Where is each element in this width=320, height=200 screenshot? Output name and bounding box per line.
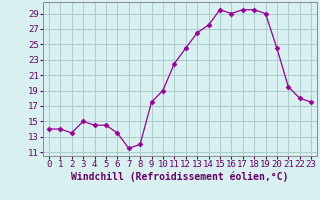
X-axis label: Windchill (Refroidissement éolien,°C): Windchill (Refroidissement éolien,°C) bbox=[71, 172, 289, 182]
